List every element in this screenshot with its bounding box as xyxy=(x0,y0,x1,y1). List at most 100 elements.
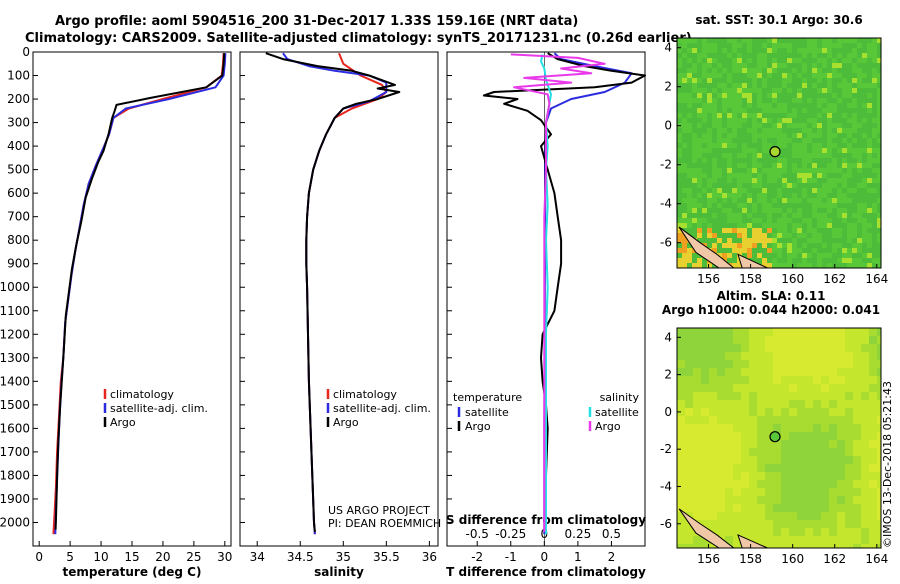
difference-top-tick-label: 0.5 xyxy=(602,527,621,541)
temperature-axis-label: temperature (deg C) xyxy=(63,565,202,579)
salinity-series-climatology xyxy=(305,52,388,535)
sla_map-ytick-label: 0 xyxy=(664,405,672,419)
temperature-ytick-label: 300 xyxy=(7,116,30,130)
legend-label-temperature: satellite xyxy=(465,406,509,419)
panel-temperature: 0 5 10 15 20 25 300100200300400500600700800900… xyxy=(0,45,232,579)
sst_map-xtick-label: 158 xyxy=(739,272,762,286)
temperature-xtick-label: 20 xyxy=(155,550,170,564)
temperature-xtick-label: 25 xyxy=(186,550,201,564)
difference-xtick-label: -2 xyxy=(471,550,483,564)
sst_map-xtick-label: 156 xyxy=(697,272,720,286)
sla-map-title-line1: Altim. SLA: 0.11 xyxy=(717,289,826,303)
difference-xtick-label: -1 xyxy=(505,550,517,564)
temperature-ytick-label: 100 xyxy=(7,69,30,83)
imos-watermark: ©IMOS 13-Dec-2018 05:21:43 xyxy=(881,381,894,548)
temperature-legend-label: satellite-adj. clim. xyxy=(110,402,208,415)
sst_map-coastline xyxy=(678,226,735,268)
panel-salinity: 34 34.5 35 35.5 36 salinity climatologysatelli… xyxy=(239,51,439,579)
sla_map-xtick-label: 160 xyxy=(781,552,804,566)
difference-series-temperature-argo xyxy=(482,52,646,532)
credit-line2: PI: DEAN ROEMMICH xyxy=(328,517,441,530)
sst_map-ytick-label: 0 xyxy=(664,119,672,133)
temperature-frame xyxy=(32,51,232,547)
temperature-ytick-label: 1300 xyxy=(0,351,30,365)
sst_map-xtick-label: 164 xyxy=(865,272,888,286)
chart-panels: 0 5 10 15 20 25 300100200300400500600700800900… xyxy=(0,13,888,579)
legend-label-salinity: satellite xyxy=(595,406,639,419)
sla_map-ytick-label: -4 xyxy=(660,479,672,493)
difference-axis-label: T difference from climatology xyxy=(446,565,646,579)
temperature-ytick-label: 1500 xyxy=(0,398,30,412)
sla_map-ytick-label: -6 xyxy=(660,517,672,531)
salinity-frame xyxy=(239,51,439,547)
temperature-ytick-label: 2000 xyxy=(0,515,30,529)
legend-label-salinity: Argo xyxy=(595,420,621,433)
sst-map-title: sat. SST: 30.1 Argo: 30.6 xyxy=(695,13,862,27)
temperature-ytick-label: 800 xyxy=(7,233,30,247)
temperature-ytick-label: 0 xyxy=(22,45,30,59)
sst_map-ytick-label: -6 xyxy=(660,236,672,250)
sla_map-xtick-label: 164 xyxy=(865,552,888,566)
temperature-ytick-label: 1800 xyxy=(0,468,30,482)
salinity-xtick-label: 35 xyxy=(336,550,351,564)
temperature-xtick-label: 10 xyxy=(93,550,108,564)
figure-title-line1: Argo profile: aoml 5904516_200 31-Dec-20… xyxy=(55,14,578,29)
difference-xtick-label: 0 xyxy=(541,550,549,564)
temperature-ytick-label: 500 xyxy=(7,163,30,177)
difference-frame xyxy=(446,51,646,547)
sst_map-coastline-2 xyxy=(737,253,768,268)
difference-top-tick-label: -0.25 xyxy=(495,527,526,541)
sla_map-coastline xyxy=(678,508,735,548)
temperature-legend-label: Argo xyxy=(110,416,136,429)
sla-map-title-line2: Argo h1000: 0.044 h2000: 0.041 xyxy=(662,303,880,317)
figure-title-line2: Climatology: CARS2009. Satellite-adjuste… xyxy=(25,31,692,46)
salinity-series-argo xyxy=(265,52,401,532)
temperature-ytick-label: 400 xyxy=(7,139,30,153)
sla_map-coastline-2 xyxy=(737,534,768,548)
sst_map-ytick-label: -2 xyxy=(660,158,672,172)
sst_map-ytick-label: 2 xyxy=(664,80,672,94)
temperature-ytick-label: 1100 xyxy=(0,304,30,318)
temperature-series-argo xyxy=(54,53,226,530)
temperature-ytick-label: 600 xyxy=(7,186,30,200)
temperature-xtick-label: 5 xyxy=(66,550,74,564)
temperature-xtick-label: 0 xyxy=(35,550,43,564)
argo-float-marker xyxy=(769,146,781,158)
temperature-ytick-label: 1900 xyxy=(0,492,30,506)
legend-label-temperature: Argo xyxy=(465,420,491,433)
sla_map-frame xyxy=(676,327,882,549)
difference-xtick-label: 1 xyxy=(574,550,582,564)
temperature-ytick-label: 1700 xyxy=(0,445,30,459)
temperature-ytick-label: 700 xyxy=(7,210,30,224)
salinity-legend-label: satellite-adj. clim. xyxy=(333,402,431,415)
argo-float-marker xyxy=(769,431,781,443)
temperature-xtick-label: 30 xyxy=(217,550,232,564)
difference-series-salinity-argo xyxy=(510,53,606,532)
sst_map-xtick-label: 162 xyxy=(823,272,846,286)
sla_map-ytick-label: 4 xyxy=(664,330,672,344)
panel-difference: -2 -1 0 1 2-0.5 -0.25 0 0.25 0.5S difference fro… xyxy=(446,51,646,579)
sst_map-xtick-label: 160 xyxy=(781,272,804,286)
temperature-ytick-label: 1200 xyxy=(0,327,30,341)
sla_map-xtick-label: 162 xyxy=(823,552,846,566)
sla_map-ytick-label: 2 xyxy=(664,368,672,382)
temperature-legend-label: climatology xyxy=(110,388,174,401)
salinity-xtick-label: 36 xyxy=(422,550,437,564)
sst_map-field xyxy=(677,38,881,268)
panel-sst_map: 156 158 160 162 164 4 2 0 -2 -4 -6 sat. SST: 30.1 A… xyxy=(660,13,888,286)
sla_map-xtick-label: 158 xyxy=(739,552,762,566)
legend-title-salinity: salinity xyxy=(600,391,640,404)
panel-sla_map: 156 158 160 162 164 4 2 0 -2 -4 -6 Altim. SLA: 0.11… xyxy=(660,289,888,566)
salinity-series-satellite-adj-clim- xyxy=(282,52,388,535)
temperature-ytick-label: 1000 xyxy=(0,280,30,294)
legend-title-temperature: temperature xyxy=(453,391,522,404)
difference-top-tick-label: 0.25 xyxy=(565,527,592,541)
temperature-ytick-label: 1400 xyxy=(0,374,30,388)
sla_map-field xyxy=(677,328,881,548)
sla_map-ytick-label: -2 xyxy=(660,442,672,456)
temperature-series-climatology xyxy=(52,53,225,535)
sst_map-ytick-label: -4 xyxy=(660,197,672,211)
temperature-ytick-label: 1600 xyxy=(0,421,30,435)
credit-line1: US ARGO PROJECT xyxy=(328,504,430,517)
